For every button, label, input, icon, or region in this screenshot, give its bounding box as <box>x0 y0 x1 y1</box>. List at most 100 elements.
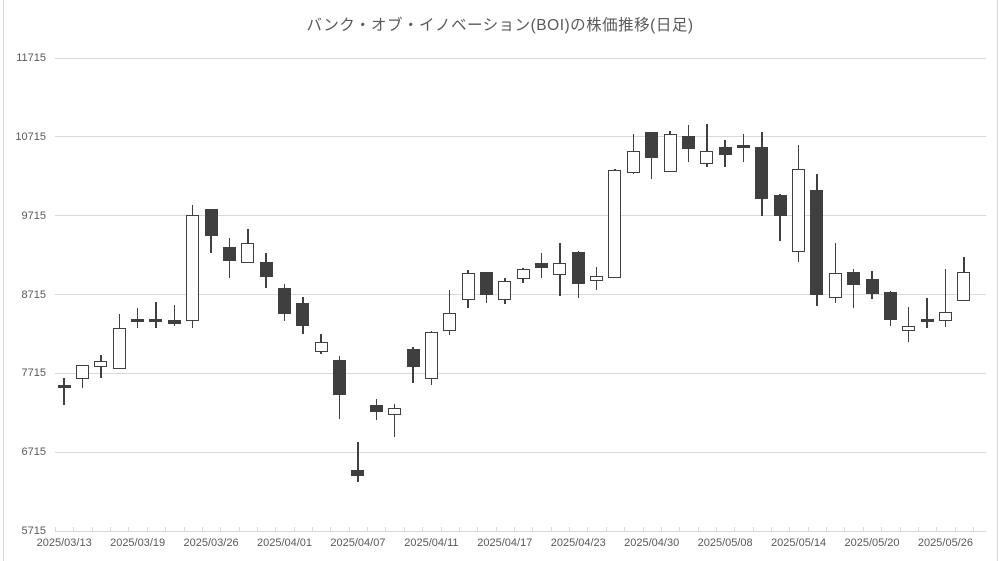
x-axis-tickmark <box>697 527 699 531</box>
chart-title: バンク・オブ・イノベーション(BOI)の株価推移(日足) <box>306 17 694 34</box>
x-axis-tickmark <box>642 527 644 531</box>
candle-up <box>792 169 806 252</box>
x-axis-tickmark <box>844 527 846 531</box>
candle-up <box>828 273 842 299</box>
x-axis-tickmark <box>275 527 277 531</box>
y-axis-tick-label: 10715 <box>15 130 46 143</box>
y-axis-tick-label: 8715 <box>21 288 46 301</box>
candle-wick <box>926 297 928 328</box>
x-axis-tickmark <box>73 527 75 531</box>
x-axis-tickmark <box>367 527 369 531</box>
candle-up <box>424 331 438 379</box>
candle-up <box>608 170 622 278</box>
candle-up <box>443 312 457 331</box>
candle-down <box>479 272 493 295</box>
candle-up <box>241 243 255 263</box>
x-axis-tickmark <box>458 527 460 531</box>
x-axis-tickmark <box>220 527 222 531</box>
candle-down <box>259 262 273 278</box>
candle-down <box>296 302 310 326</box>
candle-down <box>167 320 181 324</box>
x-axis-tickmark <box>807 527 809 531</box>
x-axis-tick-label: 2025/05/26 <box>917 537 973 549</box>
candle-down <box>278 287 291 314</box>
y-gridline <box>55 372 986 374</box>
candle-wick <box>779 194 781 242</box>
x-axis-tick-label: 2025/04/01 <box>256 537 313 549</box>
x-axis-tickmark <box>973 527 974 531</box>
x-axis-tickmark <box>440 527 442 531</box>
candle-down <box>222 247 236 261</box>
y-gridline <box>55 57 986 59</box>
x-axis-tick-label: 2025/03/13 <box>36 537 92 549</box>
x-axis-tickmark <box>826 527 828 531</box>
candle-up <box>388 408 402 415</box>
x-axis-tickmark <box>789 527 791 531</box>
x-axis-tickmark <box>256 527 258 531</box>
candle-wick <box>834 242 837 303</box>
y-axis-tick-label: 9715 <box>21 209 46 222</box>
candle-wick <box>136 307 139 328</box>
candle-wick <box>393 404 396 438</box>
candle-down <box>645 132 659 158</box>
x-axis-tickmark <box>110 527 112 531</box>
candle-up <box>663 134 677 172</box>
candle-up <box>938 311 952 321</box>
candle-up <box>461 273 475 300</box>
x-axis-tickmark <box>954 527 956 531</box>
x-axis-tickmark <box>936 527 938 531</box>
x-axis-tickmark <box>917 527 919 531</box>
candle-down <box>149 319 163 323</box>
x-axis-tick-label: 2025/05/14 <box>771 537 827 549</box>
x-axis-tickmark <box>55 527 56 531</box>
x-axis-tickmark <box>495 527 497 531</box>
x-axis-tickmark <box>679 527 681 531</box>
candle-up <box>314 341 328 352</box>
x-axis-tick-label: 2025/05/20 <box>844 537 900 549</box>
candle-down <box>535 262 549 269</box>
candle-down <box>131 319 145 323</box>
candle-up <box>590 275 604 282</box>
x-axis-tick-label: 2025/04/30 <box>624 537 680 549</box>
candle-up <box>76 365 90 380</box>
x-axis-tickmark <box>752 527 754 531</box>
x-axis-tickmark <box>330 527 332 531</box>
candle-wick <box>173 304 176 326</box>
x-axis-tickmark <box>312 527 314 531</box>
x-axis-tickmark <box>422 527 424 531</box>
x-axis-tickmark <box>238 527 240 531</box>
candle-down <box>351 469 365 477</box>
x-axis-tickmark <box>715 527 717 531</box>
x-axis-tick-label: 2025/04/17 <box>477 537 533 549</box>
y-gridline <box>55 215 986 217</box>
candle-down <box>773 194 787 217</box>
x-axis-tickmark <box>201 527 203 531</box>
candle-down <box>204 209 218 237</box>
candle-down <box>57 384 71 388</box>
candle-wick <box>357 441 359 482</box>
candle-down <box>718 147 732 155</box>
x-axis-tickmark <box>385 527 387 531</box>
chart-left-border <box>3 0 4 561</box>
candle-up <box>553 262 567 275</box>
y-axis-tick-label: 5715 <box>21 525 46 537</box>
candle-wick <box>944 268 947 327</box>
candle-down <box>865 279 879 294</box>
candle-wick <box>907 306 910 342</box>
x-axis-tickmark <box>734 527 736 531</box>
x-axis-tickmark <box>477 527 479 531</box>
x-axis-tick-label: 2025/03/26 <box>183 537 239 549</box>
x-axis-tickmark <box>899 527 901 531</box>
x-axis-tickmark <box>569 527 571 531</box>
x-axis-tickmark <box>532 527 534 531</box>
x-axis-tick-label: 2025/03/19 <box>110 537 166 549</box>
candle-down <box>883 291 897 321</box>
chart-right-border <box>997 0 998 561</box>
candle-up <box>957 271 971 301</box>
candle-down <box>333 359 347 396</box>
y-gridline <box>55 136 986 138</box>
candle-wick <box>63 378 65 405</box>
x-axis-tickmark <box>660 527 662 531</box>
x-axis-tickmark <box>183 527 185 531</box>
candle-down <box>755 147 769 200</box>
